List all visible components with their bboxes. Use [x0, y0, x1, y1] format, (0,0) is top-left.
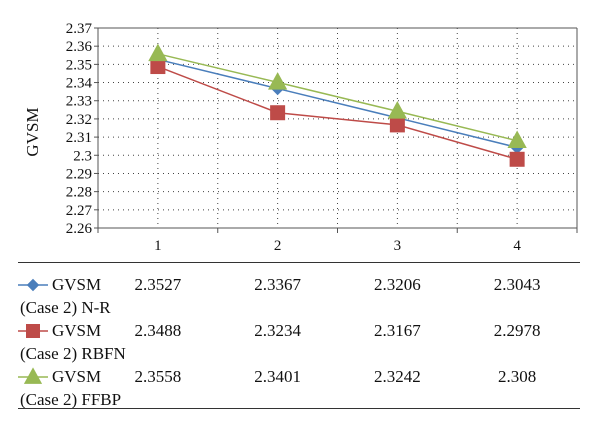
triangle-marker	[387, 101, 408, 119]
y-tick-label: 2.37	[66, 21, 93, 37]
table-cell-value: 2.3527	[134, 275, 182, 294]
x-tick-label: 1	[154, 238, 162, 254]
table-cell-value: 2.3367	[254, 275, 301, 294]
x-tick-label: 3	[394, 238, 402, 254]
legend-key	[18, 278, 48, 292]
x-tick-labels: 1 2 3 4	[154, 238, 521, 254]
table-cell-value: 2.3242	[374, 367, 421, 386]
square-marker	[509, 151, 525, 167]
table-cell-value: 2.2978	[493, 321, 541, 340]
triangle-marker	[507, 130, 527, 149]
series-name: GVSM	[52, 275, 102, 294]
series-name-detail: (Case 2) FFBP	[20, 390, 122, 409]
series-line	[157, 65, 518, 160]
x-tick-label: 2	[274, 238, 282, 254]
y-tick-label: 2.31	[66, 130, 92, 146]
x-tick-label: 4	[513, 238, 521, 254]
y-tick-label: 2.34	[66, 76, 93, 92]
series-square	[150, 59, 525, 167]
table-cell-value: 2.3206	[374, 275, 421, 294]
square-marker	[389, 117, 405, 133]
y-tick-label: 2.35	[66, 57, 92, 73]
table-cell-value: 2.3558	[134, 367, 182, 386]
table-cell-value: 2.3401	[254, 367, 301, 386]
y-tick-label: 2.28	[66, 185, 92, 201]
series-lines	[148, 43, 527, 167]
series-name: GVSM	[52, 321, 102, 340]
data-table: GVSM (Case 2) N-R 2.3527 2.3367 2.3206 2.3043…	[18, 264, 580, 409]
table-row: GVSM (Case 2) RBFN 2.3488 2.3234 2.3167 2.297…	[18, 313, 580, 363]
y-tick-label: 2.27	[66, 203, 93, 219]
table-row: GVSM (Case 2) N-R 2.3527 2.3367 2.3206 2.3043	[18, 267, 580, 317]
table-cell-value: 2.3488	[134, 321, 182, 340]
table-bottom-rule	[18, 408, 580, 409]
triangle-marker	[267, 72, 288, 90]
triangle-marker	[148, 43, 168, 62]
y-tick-label: 2.32	[66, 112, 92, 128]
legend-key-marker	[26, 278, 40, 292]
y-tick-label: 2.29	[66, 166, 92, 182]
y-tick-label: 2.36	[66, 39, 93, 55]
legend-key	[18, 367, 48, 384]
grid-lines	[98, 27, 577, 228]
square-marker	[270, 105, 286, 121]
legend-key-marker	[23, 367, 43, 384]
table-cell-value: 2.3043	[493, 275, 541, 294]
series-name-detail: (Case 2) RBFN	[20, 344, 126, 363]
series-triangle	[148, 43, 527, 149]
series-line	[157, 58, 518, 149]
series-name-detail: (Case 2) N-R	[20, 298, 111, 317]
table-cell-value: 2.3167	[374, 321, 421, 340]
axes	[94, 27, 578, 233]
y-tick-label: 2.3	[73, 148, 92, 164]
series-line	[157, 53, 518, 142]
table-cell-value: 2.308	[498, 367, 537, 386]
y-tick-label: 2.33	[66, 94, 92, 110]
y-axis-title: GVSM	[23, 107, 42, 156]
table-cell-value: 2.3234	[254, 321, 301, 340]
table-row: GVSM (Case 2) FFBP 2.3558 2.3401 2.3242 2.308	[18, 359, 580, 409]
table-top-rule	[18, 262, 580, 263]
legend-key-marker	[26, 324, 40, 338]
y-tick-label: 2.26	[66, 221, 93, 237]
y-tick-labels: 2.26 2.27 2.28 2.29 2.3 2.31 2.32 2.33 2.34 2.35 2…	[66, 21, 93, 237]
legend-key	[18, 324, 48, 338]
series-name: GVSM	[52, 367, 102, 386]
square-marker	[150, 59, 166, 75]
line-chart: 2.26 2.27 2.28 2.29 2.3 2.31 2.32 2.33 2.34 2.35 2…	[23, 21, 578, 254]
